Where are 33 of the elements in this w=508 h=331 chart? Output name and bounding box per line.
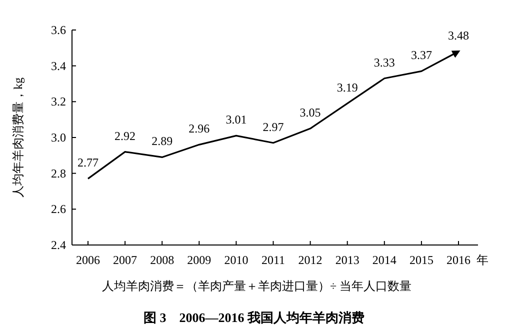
data-label: 3.37 [410, 48, 432, 62]
data-label: 2.97 [262, 120, 284, 134]
text: 图 3 2006—2016 我国人均年羊肉消费 [144, 310, 364, 325]
x-tick-label: 2012 [298, 253, 322, 267]
data-label: 3.33 [374, 55, 395, 70]
y-tick-label: 3.2 [51, 94, 66, 109]
x-tick-label: 2011 [261, 253, 286, 267]
y-tick-label: 3.4 [51, 58, 66, 73]
x-tick-label: 2006 [76, 253, 100, 267]
x-tick-label: 2010 [224, 253, 248, 267]
data-label: 3.05 [300, 106, 321, 120]
y-axis-title: 人均年羊肉消费量，kg [11, 78, 25, 198]
data-label: 2.92 [114, 128, 136, 143]
data-label: 3.48 [448, 28, 469, 42]
y-tick-label: 2.4 [51, 238, 66, 252]
x-tick-label: 2008 [150, 253, 174, 267]
x-axis-title: 年 [476, 253, 488, 267]
x-tick-label: 2014 [372, 253, 396, 267]
x-tick-label: 2013 [335, 253, 360, 267]
data-label: 2.89 [152, 134, 173, 148]
x-tick-label: 2016 [446, 253, 470, 267]
y-tick-label: 2.8 [51, 166, 66, 180]
y-tick-label: 3.0 [51, 130, 66, 144]
data-label: 3.19 [336, 80, 358, 94]
y-tick-label: 2.6 [51, 202, 66, 216]
x-tick-label: 2009 [187, 253, 212, 267]
data-label: 3.01 [226, 112, 247, 127]
data-label: 2.96 [188, 122, 210, 136]
text: 人均羊肉消费＝（羊肉产量＋羊肉进口量）÷ 当年人口数量 [102, 279, 412, 293]
x-tick-label: 2015 [409, 253, 434, 267]
x-tick-label: 2007 [113, 253, 138, 267]
y-tick-label: 3.6 [51, 23, 66, 37]
data-label: 2.77 [78, 156, 98, 170]
